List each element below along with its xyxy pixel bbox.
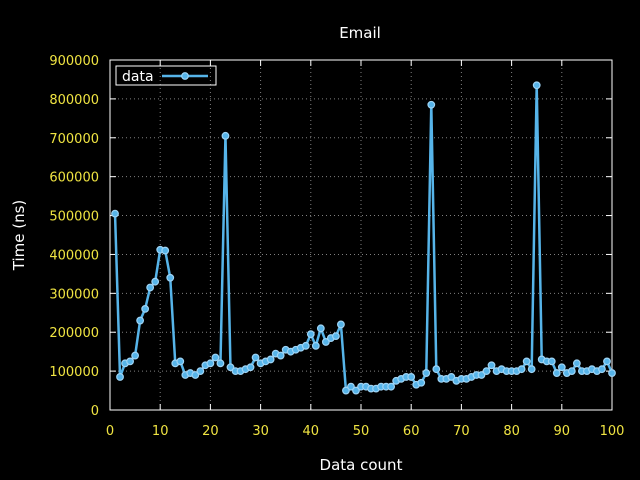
y-tick-label: 200000 bbox=[49, 326, 99, 341]
x-tick-label: 20 bbox=[202, 424, 219, 439]
data-point bbox=[522, 357, 531, 366]
data-point bbox=[316, 324, 325, 333]
x-tick-label: 40 bbox=[303, 424, 320, 439]
data-point bbox=[196, 367, 205, 376]
data-point bbox=[532, 81, 541, 90]
data-point bbox=[191, 371, 200, 379]
data-point bbox=[332, 332, 340, 341]
x-axis-ticks: 0 10 20 30 40 50 60 70 80 90 100 bbox=[106, 60, 625, 439]
x-tick-label: 10 bbox=[152, 424, 169, 439]
x-tick-label: 60 bbox=[403, 424, 420, 439]
data-point bbox=[337, 320, 345, 329]
data-point bbox=[417, 378, 426, 387]
data-point bbox=[477, 371, 486, 379]
y-tick-label: 900000 bbox=[49, 54, 99, 69]
data-point bbox=[166, 273, 175, 282]
data-point bbox=[136, 316, 145, 325]
x-tick-label: 90 bbox=[554, 424, 571, 439]
data-point bbox=[547, 357, 556, 366]
data-point bbox=[141, 304, 150, 313]
data-point bbox=[407, 373, 416, 381]
data-point bbox=[527, 365, 536, 374]
data-point bbox=[552, 369, 561, 377]
y-axis-label: Time (ns) bbox=[10, 200, 28, 272]
data-point bbox=[211, 353, 220, 362]
data-point bbox=[347, 382, 355, 391]
data-point bbox=[251, 353, 260, 362]
data-point bbox=[176, 357, 185, 366]
y-tick-label: 400000 bbox=[49, 248, 99, 263]
data-point bbox=[387, 382, 396, 391]
data-point bbox=[206, 359, 215, 368]
data-point bbox=[321, 338, 330, 346]
data-point bbox=[306, 330, 315, 339]
y-tick-label: 800000 bbox=[49, 93, 99, 108]
x-axis-label: Data count bbox=[320, 456, 403, 474]
legend-box bbox=[115, 65, 217, 86]
legend: data bbox=[115, 65, 217, 86]
x-tick-label: 70 bbox=[453, 424, 470, 439]
data-point bbox=[146, 283, 155, 292]
data-point bbox=[246, 363, 255, 372]
y-tick-label: 300000 bbox=[49, 287, 99, 302]
y-tick-label: 500000 bbox=[49, 210, 99, 225]
data-point bbox=[603, 357, 611, 366]
data-point bbox=[482, 367, 491, 376]
data-point bbox=[301, 341, 310, 350]
y-tick-label: 0 bbox=[91, 404, 99, 419]
data-point bbox=[311, 341, 320, 350]
chart-title: Email bbox=[339, 24, 381, 42]
data-point bbox=[598, 365, 606, 374]
data-point bbox=[221, 131, 230, 140]
data-point bbox=[557, 363, 566, 372]
data-point bbox=[352, 386, 360, 395]
data-point bbox=[131, 351, 140, 360]
data-point bbox=[126, 357, 134, 366]
data-point bbox=[572, 359, 581, 368]
series-data bbox=[111, 81, 616, 395]
x-tick-label: 80 bbox=[503, 424, 520, 439]
data-point bbox=[517, 365, 526, 374]
data-point bbox=[608, 369, 616, 377]
x-tick-label: 0 bbox=[106, 424, 114, 439]
data-point bbox=[487, 361, 496, 370]
x-tick-label: 30 bbox=[252, 424, 269, 439]
y-tick-label: 600000 bbox=[49, 171, 99, 186]
data-point bbox=[432, 365, 441, 374]
data-point bbox=[116, 373, 124, 381]
data-point bbox=[427, 100, 436, 109]
y-tick-label: 700000 bbox=[49, 132, 99, 147]
data-point bbox=[276, 351, 285, 360]
data-point bbox=[422, 369, 431, 377]
data-point bbox=[226, 363, 235, 372]
y-tick-label: 100000 bbox=[49, 365, 99, 380]
data-point bbox=[567, 367, 576, 376]
data-point bbox=[111, 209, 119, 218]
data-point bbox=[161, 246, 170, 255]
plot-frame bbox=[109, 59, 613, 411]
y-axis-ticks: 0 100000 200000 300000 400000 500000 600000 700… bbox=[49, 54, 612, 419]
data-point bbox=[342, 386, 350, 395]
x-tick-label: 50 bbox=[353, 424, 370, 439]
legend-marker-swatch bbox=[181, 72, 189, 80]
data-point bbox=[216, 359, 225, 368]
data-point bbox=[266, 355, 275, 364]
x-tick-label: 100 bbox=[600, 424, 625, 439]
data-point bbox=[151, 277, 160, 286]
legend-label: data bbox=[122, 69, 154, 85]
data-point bbox=[447, 373, 456, 381]
